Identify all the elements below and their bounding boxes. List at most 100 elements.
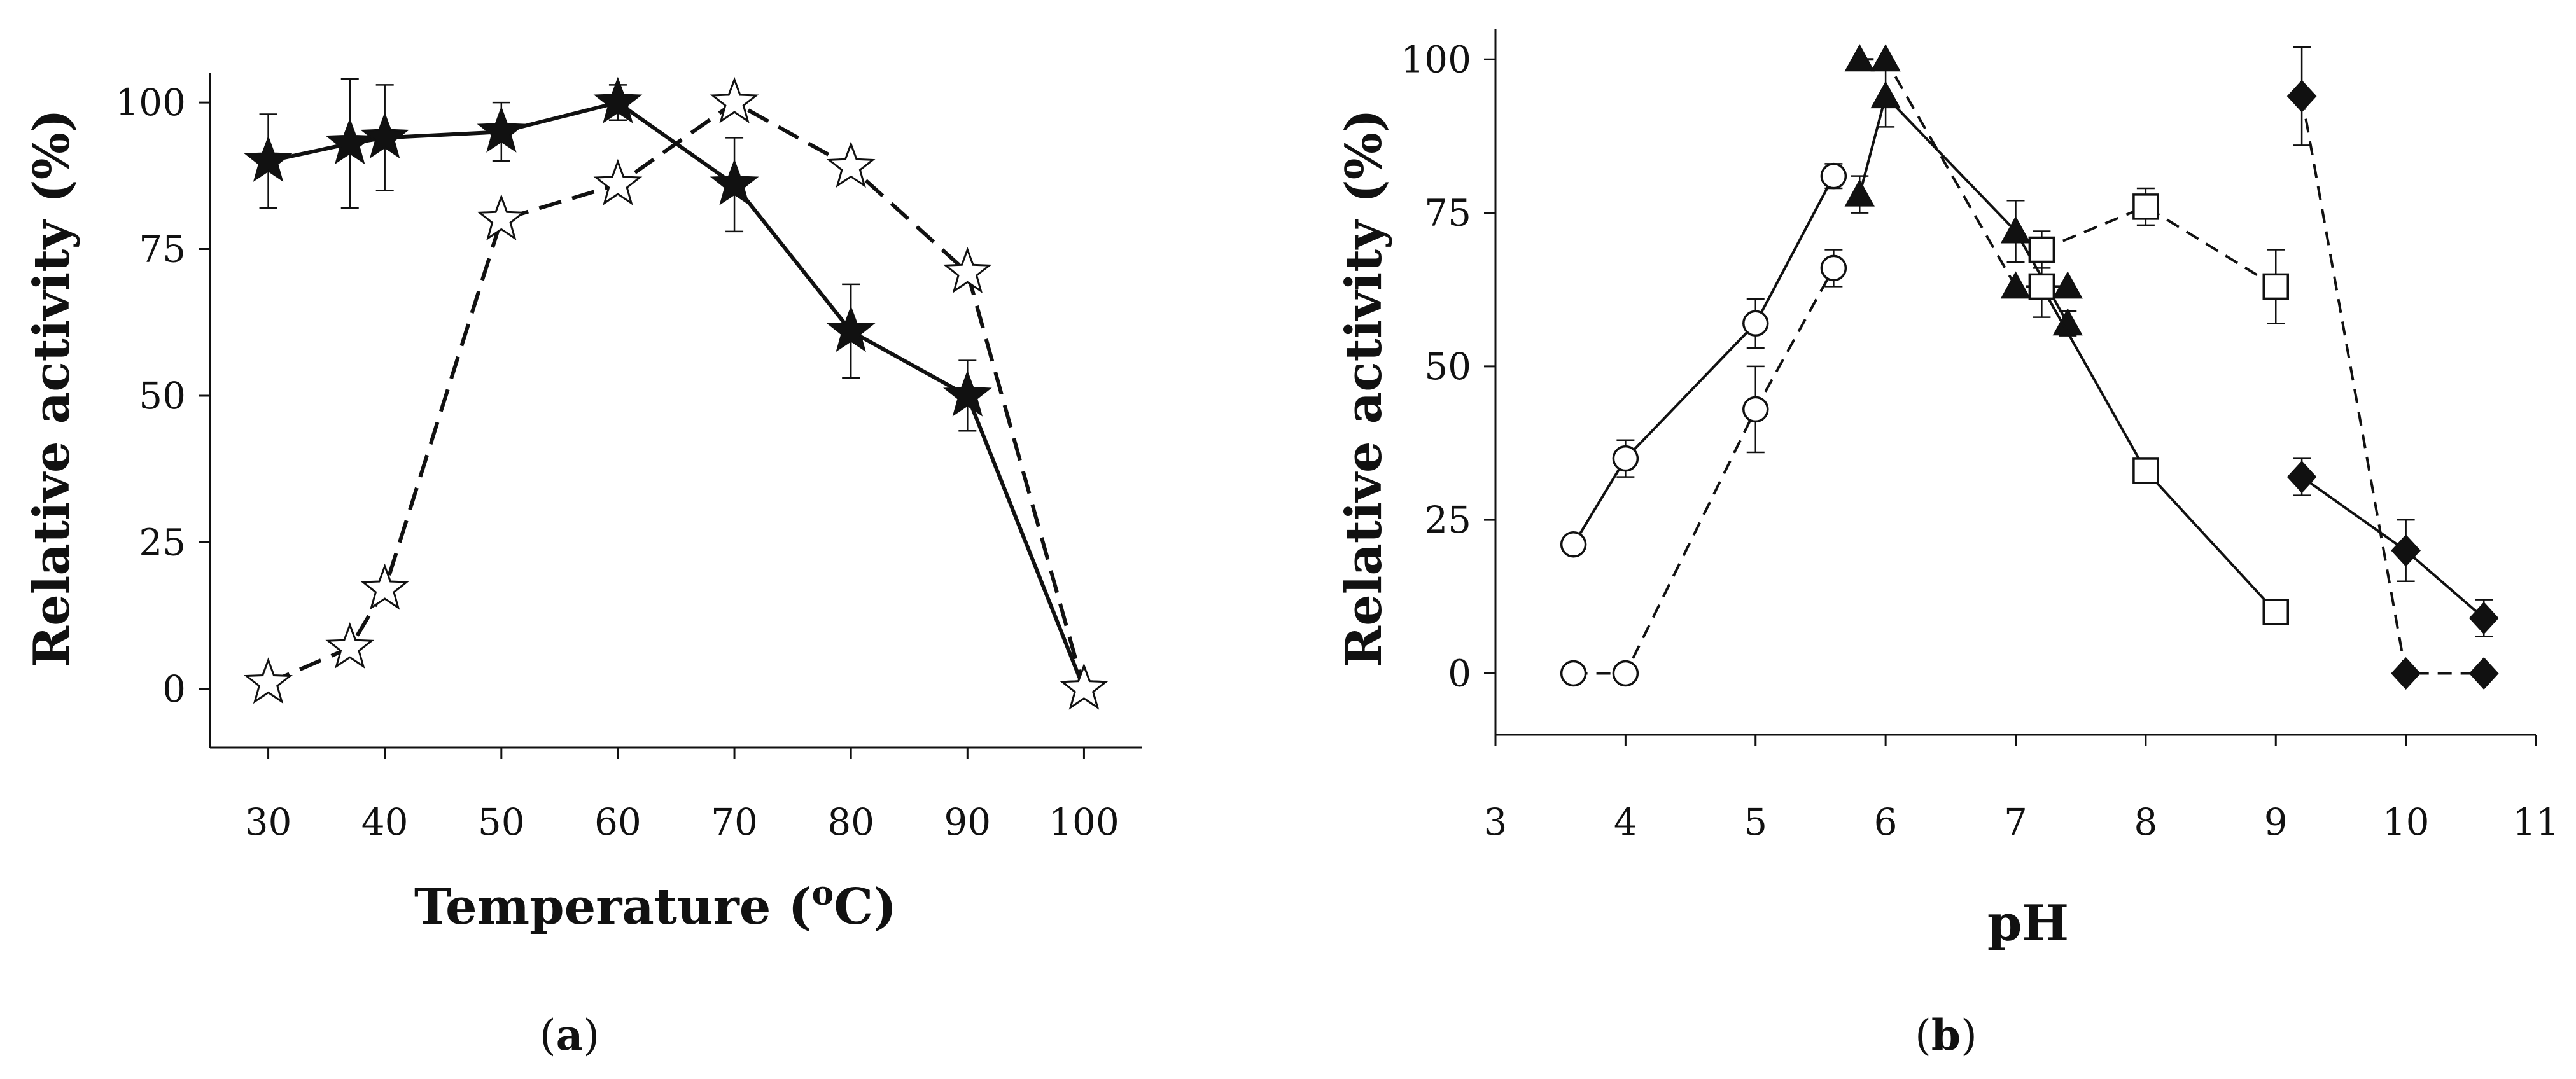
b-x-tick-label: 5	[1744, 800, 1767, 844]
b-series-3	[1844, 44, 2083, 299]
a-x-axis-title-unit: C)	[834, 878, 897, 936]
a-y-tick-label: 50	[139, 374, 186, 417]
a-y-tick-label: 25	[139, 520, 186, 564]
a-data-point	[325, 118, 375, 165]
b-data-point	[1742, 396, 1769, 423]
a-data-point	[826, 141, 876, 188]
a-series-0	[244, 76, 1109, 710]
a-data-point	[826, 305, 876, 352]
b-series-line	[2041, 205, 2277, 288]
a-data-point	[710, 76, 759, 123]
b-data-point	[1742, 310, 1769, 337]
b-data-point	[2262, 273, 2289, 300]
b-data-point	[1844, 179, 1875, 207]
chart-panel-a: Relative activity (%) Temperature (oC) (…	[23, 73, 1142, 1060]
panel-label-b: (b)	[1915, 1010, 1977, 1060]
b-y-tick-label: 100	[1401, 38, 1471, 81]
a-data-point	[593, 76, 643, 123]
a-data-point	[710, 158, 759, 205]
b-data-point	[1560, 531, 1587, 558]
b-series-line	[1859, 58, 2068, 288]
b-series-7	[2286, 46, 2499, 690]
b-data-point	[2028, 236, 2055, 263]
b-x-tick-label: 10	[2383, 800, 2430, 844]
b-y-tick-label: 25	[1424, 498, 1471, 541]
panel-label-b-letter: b	[1931, 1010, 1961, 1060]
a-data-point	[360, 112, 410, 158]
b-y-tick-label: 50	[1424, 345, 1471, 388]
a-x-axis-title-text: Temperature (	[414, 878, 812, 936]
a-x-tick-label: 50	[478, 800, 525, 844]
a-data-point	[360, 563, 409, 610]
a-x-tick-label: 40	[361, 800, 409, 844]
a-data-point	[593, 158, 643, 205]
a-x-tick-label: 70	[711, 800, 758, 844]
a-data-point	[477, 106, 526, 153]
b-series-4	[2028, 254, 2289, 625]
a-x-tick-label: 60	[594, 800, 641, 844]
b-data-point	[2000, 216, 2031, 244]
a-y-tick-label: 100	[115, 81, 186, 124]
a-x-tick-label: 30	[245, 800, 292, 844]
b-series-line	[1572, 175, 1835, 545]
b-x-tick-label: 8	[2134, 800, 2157, 844]
b-series-1	[1560, 249, 1847, 687]
panel-label-a-letter: a	[556, 1010, 584, 1060]
b-data-point	[2052, 271, 2083, 299]
b-data-point	[2028, 273, 2055, 300]
b-series-0	[1560, 162, 1847, 558]
a-x-tick-label: 100	[1049, 800, 1119, 844]
b-data-point	[2132, 193, 2159, 220]
a-data-point	[1060, 663, 1109, 710]
a-data-point	[942, 247, 992, 293]
a-x-tick-label: 90	[944, 800, 991, 844]
a-data-point	[943, 370, 992, 417]
a-data-point	[477, 194, 526, 241]
b-data-point	[1820, 254, 1847, 282]
b-data-point	[2391, 534, 2421, 567]
b-data-point	[1870, 81, 1901, 109]
b-data-point	[2262, 599, 2289, 625]
b-x-tick-label: 9	[2264, 800, 2288, 844]
b-data-point	[1560, 660, 1587, 687]
b-x-tick-label: 3	[1484, 800, 1508, 844]
b-data-point	[1612, 660, 1639, 687]
a-y-tick-label: 75	[139, 228, 186, 271]
b-y-tick-label: 0	[1448, 651, 1471, 695]
chart-panel-b: Relative activity (%) pH (b) 02550751003…	[1335, 29, 2559, 1060]
b-data-point	[2286, 80, 2317, 113]
b-y-axis-title: Relative activity (%)	[1335, 109, 1393, 667]
a-x-axis-title: Temperature (oC)	[414, 874, 897, 936]
a-data-point	[244, 657, 293, 704]
b-y-axis-title-text: Relative activity (%)	[1335, 109, 1393, 667]
a-y-tick-label: 0	[162, 667, 186, 711]
a-y-axis-title: Relative activity (%)	[23, 109, 81, 667]
b-x-tick-label: 6	[1874, 800, 1898, 844]
b-y-tick-label: 75	[1424, 191, 1471, 235]
a-axes: 0 25 50 75 100 30 40 50 60 70 80 90 100	[115, 73, 1142, 844]
a-data-point	[325, 622, 375, 669]
a-x-axis-title-degree: o	[811, 874, 834, 913]
a-y-axis-title-text: Relative activity (%)	[23, 109, 81, 667]
a-series-1	[244, 76, 1109, 710]
b-data-point	[2468, 602, 2499, 635]
b-series-line	[1573, 267, 1835, 675]
b-series-6	[2286, 457, 2499, 637]
b-data-point	[2132, 457, 2159, 484]
b-data-point	[1844, 44, 1875, 72]
b-series-5	[2028, 187, 2289, 324]
a-x-tick-label: 80	[827, 800, 874, 844]
b-series-line	[2300, 95, 2484, 675]
b-x-tick-label: 11	[2512, 800, 2559, 844]
panel-label-a: (a)	[540, 1010, 599, 1060]
b-data-point	[2468, 657, 2499, 690]
b-x-tick-label: 7	[2004, 800, 2027, 844]
a-data-point	[244, 135, 293, 182]
b-x-tick-label: 4	[1614, 800, 1637, 844]
b-data-point	[2286, 461, 2317, 494]
b-axes: 0 25 50 75 100 3 4 5 6 7 8 9 10 11	[1401, 29, 2559, 844]
b-data-point	[1820, 162, 1847, 190]
b-data-point	[1612, 445, 1639, 472]
b-data-point	[1870, 44, 1901, 72]
